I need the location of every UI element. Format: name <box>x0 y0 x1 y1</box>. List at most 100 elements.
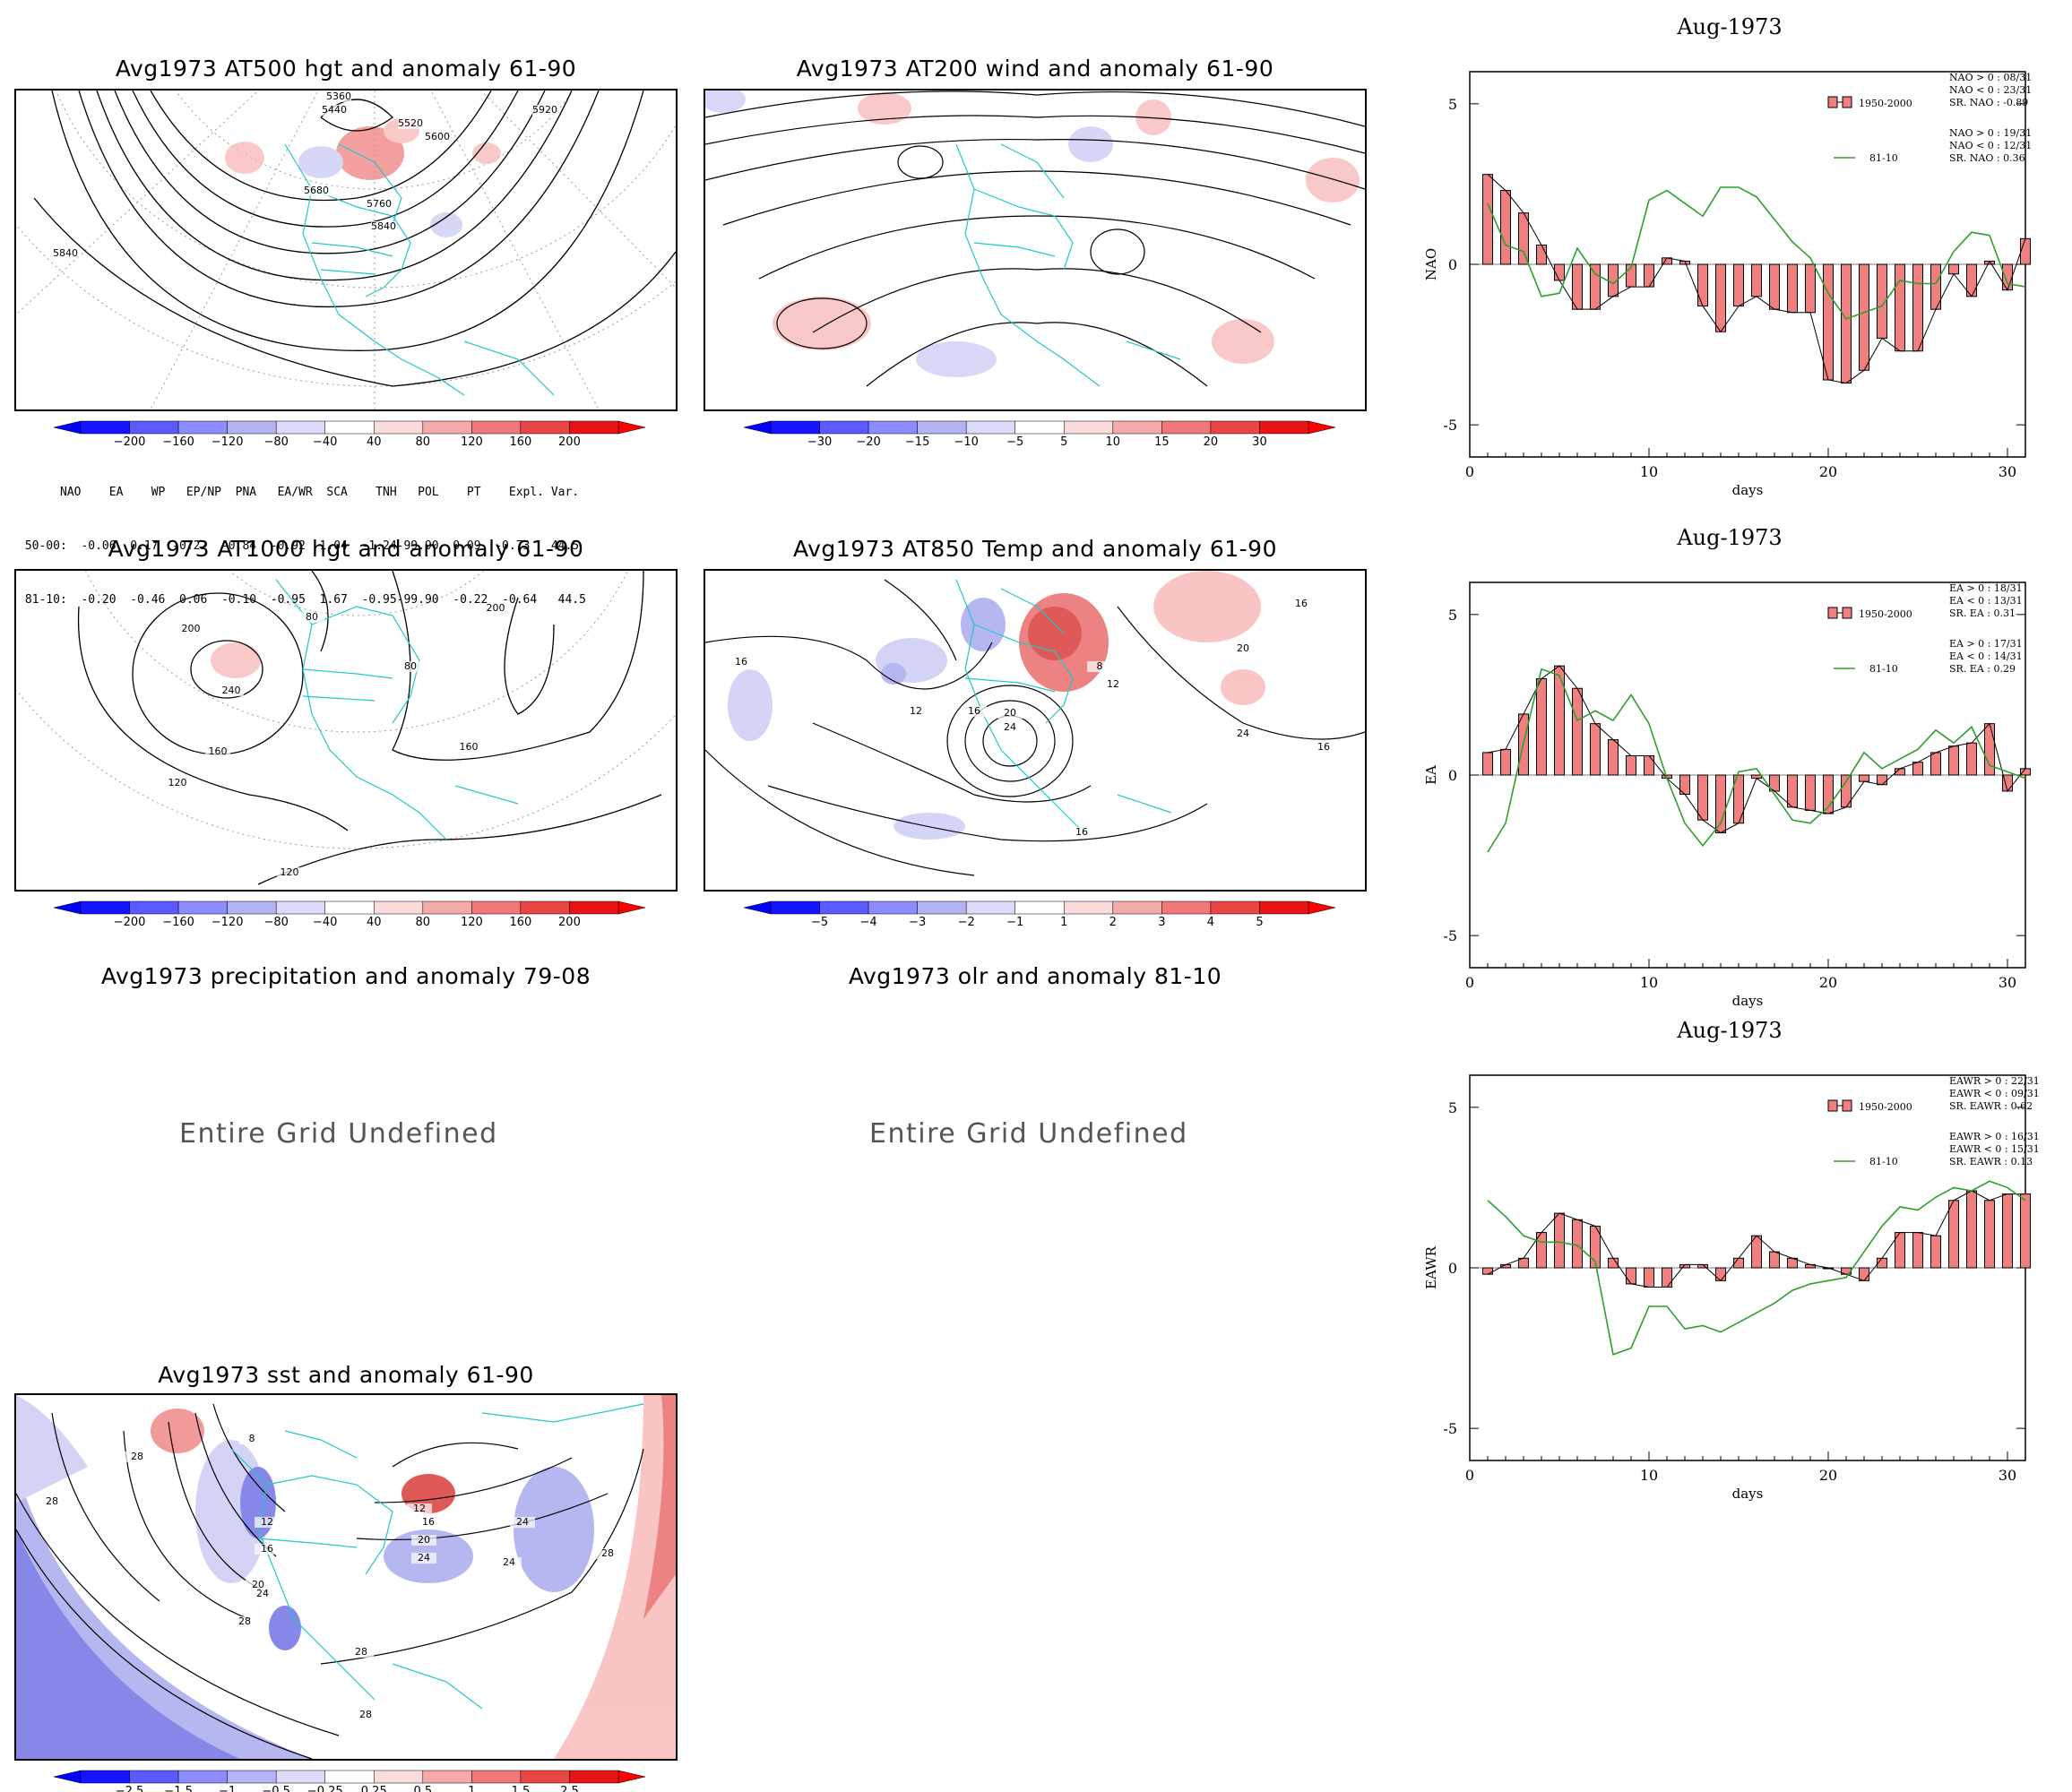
contour-label-bg <box>219 685 244 696</box>
bar-1950-2000 <box>1644 263 1654 288</box>
colorbar-tick-label: −40 <box>313 435 337 449</box>
colorbar-segment <box>324 1770 375 1784</box>
bar-1950-2000 <box>1769 263 1780 310</box>
legend-bar-swatch <box>1827 1099 1838 1112</box>
contour-label-bg <box>326 91 351 102</box>
colorbar-tick-label: 80 <box>416 916 431 929</box>
contour-label: 16 <box>422 1516 435 1528</box>
colorbar-segment <box>129 420 179 435</box>
contour-label: 28 <box>238 1615 251 1627</box>
colorbar-segment <box>177 420 228 435</box>
contour-label: 5440 <box>322 104 347 116</box>
contour-label: 12 <box>1107 678 1119 690</box>
y-tick-label: -5 <box>1443 417 1457 434</box>
contour-label-bg <box>411 1553 436 1564</box>
bar-1950-2000 <box>1912 762 1923 776</box>
map-title-prec: Avg1973 precipitation and anomaly 79-08 <box>100 963 591 989</box>
colorbar-segment <box>868 420 918 435</box>
legend-stat-b: SR. NAO : 0.36 <box>1949 152 2025 164</box>
colorbar-segment <box>1259 900 1309 915</box>
bar-1950-2000 <box>1948 745 1959 776</box>
colorbar-right-arrow <box>617 420 645 435</box>
legend-bar-swatch <box>1842 1099 1852 1112</box>
contour-label-bg <box>496 1557 522 1568</box>
colorbar-segment <box>917 900 967 915</box>
x-tick-label: 20 <box>1819 974 1837 991</box>
contour-label-bg <box>729 657 754 668</box>
contour-label: 5360 <box>326 90 351 102</box>
contour-label-bg <box>1101 679 1126 690</box>
colorbar-left-arrow <box>744 900 772 915</box>
colorbar-segment <box>227 900 277 915</box>
colorbar-segment <box>471 1770 522 1784</box>
bar-1950-2000 <box>1590 263 1601 310</box>
contour-label: 5600 <box>425 131 450 142</box>
contour-label: 28 <box>131 1451 143 1462</box>
bar-1950-2000 <box>2002 1193 2013 1269</box>
bar-1950-2000 <box>2020 1193 2031 1269</box>
bar-1950-2000 <box>2020 237 2031 265</box>
colorbar-segment <box>917 420 967 435</box>
bar-1950-2000 <box>1590 723 1601 776</box>
contour-label: 16 <box>1295 598 1308 609</box>
contour-label: 20 <box>1004 707 1016 719</box>
colorbar-tick-label: 30 <box>1252 435 1267 449</box>
colorbar-tick-label: −15 <box>905 435 929 449</box>
colorbar-tick-label: −80 <box>263 916 288 929</box>
legend-stat-a: SR. EAWR : 0.62 <box>1949 1100 2033 1112</box>
bar-1950-2000 <box>1787 263 1798 314</box>
contour-label-bg <box>205 746 230 757</box>
map-z1000-graphic: 200 240 160 120 80 200 160 80 120 <box>16 571 676 885</box>
contour-label: 160 <box>460 741 479 753</box>
contour-label: 24 <box>256 1588 269 1599</box>
colorbar-segment <box>569 1770 619 1784</box>
colorbar-segment <box>177 1770 228 1784</box>
colorbar-left-arrow <box>54 1770 82 1784</box>
bar-1950-2000 <box>1930 1235 1941 1269</box>
legend-stat-a: NAO < 0 : 23/31 <box>1949 84 2032 96</box>
colorbar-segment <box>1064 900 1114 915</box>
contour-label-bg <box>1069 827 1094 838</box>
map-w200 <box>704 89 1367 411</box>
contour-label-bg <box>1230 643 1256 654</box>
contour-label: 16 <box>261 1543 273 1555</box>
colorbar-segment <box>275 1770 325 1784</box>
legend-bar-swatch <box>1827 607 1838 619</box>
colorbar-segment <box>374 900 424 915</box>
x-axis-label: days <box>1732 993 1764 1009</box>
legend-line-label: 81-10 <box>1869 152 1898 164</box>
bar-connect-line <box>1487 1190 2025 1288</box>
tele-table-header: NAO EA WP EP/NP PNA EA/WR SCA TNH POL PT… <box>18 486 580 499</box>
colorbar-segment <box>770 900 820 915</box>
colorbar-segment <box>1259 420 1309 435</box>
legend-line-label: 81-10 <box>1869 1156 1898 1167</box>
colorbar-left-arrow <box>744 420 772 435</box>
legend-stat-a: SR. EA : 0.31 <box>1949 607 2016 619</box>
contour-label-bg <box>407 1503 432 1514</box>
map-title-w200: Avg1973 AT200 wind and anomaly 61-90 <box>796 56 1274 82</box>
bar-1950-2000 <box>1912 1232 1923 1269</box>
x-tick-label: 10 <box>1640 1467 1658 1484</box>
colorbar-segment <box>1014 900 1065 915</box>
legend-bar-swatch <box>1827 96 1838 108</box>
y-tick-label: 0 <box>1448 1260 1457 1277</box>
x-axis-label: days <box>1732 482 1764 498</box>
colorbar-segment <box>422 900 472 915</box>
legend-bar-label: 1950-2000 <box>1859 98 1912 109</box>
colorbar-segment <box>471 900 522 915</box>
bar-1950-2000 <box>2002 263 2013 291</box>
legend-bar-label: 1950-2000 <box>1859 608 1912 620</box>
teleconnection-table: NAO EA WP EP/NP PNA EA/WR SCA TNH POL PT… <box>18 448 586 627</box>
colorbar-tick-label: −120 <box>212 916 244 929</box>
colorbar-segment <box>275 900 325 915</box>
legend-bar-swatch <box>1842 96 1852 108</box>
contour-label-bg <box>483 603 508 614</box>
bar-1950-2000 <box>1751 263 1762 297</box>
contour-label-bg <box>398 118 423 129</box>
legend-stat-b: EAWR > 0 : 16/31 <box>1949 1131 2040 1142</box>
contour-label-bg <box>165 778 190 788</box>
colorbar-segment <box>819 420 869 435</box>
colorbar-segment <box>374 1770 424 1784</box>
colorbar-tick-label: 5 <box>1256 916 1263 929</box>
colorbar-z1000: −200 −160 −120 −80 −40 40 80 120 160 200 <box>54 900 645 929</box>
